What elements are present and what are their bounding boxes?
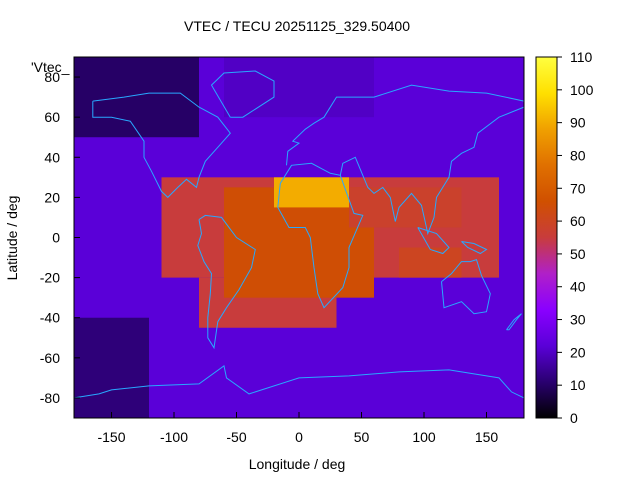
x-tick-label: 100 [412,429,436,445]
vtec-heatmap [74,57,524,418]
x-tick-label: -50 [226,429,246,445]
coastline-7 [417,227,450,255]
coastline-3 [286,84,525,166]
coastline-5 [441,258,491,315]
y-tick-label: -40 [40,310,60,326]
y-tick-label: -60 [40,350,60,366]
colorbar-tick-label: 40 [570,279,586,295]
colorbar-tick-label: 50 [570,246,586,262]
x-tick-label: -100 [160,429,188,445]
coastline-1 [197,214,256,350]
colorbar-tick-label: 90 [570,115,586,131]
coastline-9 [73,365,525,399]
coastline-2 [277,162,364,309]
vtec-region-2 [224,57,374,118]
colorbar-tick-label: 110 [570,49,593,65]
x-axis-label: Longitude / deg [249,456,346,472]
x-tick-label: 50 [354,429,370,445]
vtec-region-9 [349,187,462,228]
chart-title: VTEC / TECU 20251125_329.50400 [184,18,410,34]
series-label: 'Vtec_ [31,59,70,75]
colorbar-tick-label: 10 [570,377,586,393]
colorbar-tick-label: 70 [570,180,586,196]
x-tick-label: -150 [97,429,125,445]
coastlines [73,70,525,399]
y-tick-label: 80 [44,69,60,85]
vtec-region-1 [74,57,199,138]
y-tick-label: 40 [44,149,60,165]
colorbar-tick-label: 80 [570,147,586,163]
colorbar [535,56,558,419]
vtec-region-7 [274,177,349,208]
y-tick-label: 0 [52,230,60,246]
y-tick-label: 20 [44,189,60,205]
x-tick-label: 150 [475,429,499,445]
y-tick-label: 60 [44,109,60,125]
x-tick-label: 0 [295,429,303,445]
colorbar-tick-label: 60 [570,213,586,229]
colorbar-tick-label: 100 [570,82,594,98]
x-axis: -150 -100 -50 0 50 100 150 [97,412,498,445]
y-axis-label: Latitude / deg [4,196,20,281]
colorbar-tick-label: 0 [570,410,578,426]
coastline-0 [92,92,231,199]
colorbar-tick-label: 20 [570,344,586,360]
coastline-6 [210,70,275,118]
y-axis: 80 60 40 20 0 -20 -40 -60 -80 [40,69,80,406]
y-tick-label: -80 [40,390,60,406]
colorbar-axis: 0 10 20 30 40 50 60 70 80 90 100 110 [557,49,594,426]
y-tick-label: -20 [40,270,60,286]
coastline-4 [339,106,525,236]
vtec-region-8 [399,247,462,278]
colorbar-tick-label: 30 [570,312,586,328]
coastline-8 [461,241,488,255]
coastline-10 [506,313,522,331]
vtec-region-3 [74,317,149,418]
